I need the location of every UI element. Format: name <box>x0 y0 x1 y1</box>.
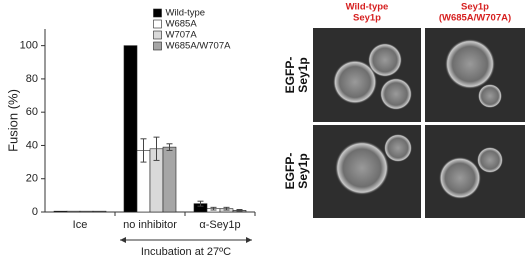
bar <box>66 210 81 213</box>
x-tick-label: Ice <box>73 219 88 231</box>
legend-label: W707A <box>166 30 198 41</box>
legend-label: W685A <box>166 19 198 30</box>
bar-chart: 0 20 40 60 80 100 Fusion (%) Ice no inhibitor α-S… <box>5 8 256 258</box>
cell <box>478 84 502 108</box>
y-tick-label: 80 <box>26 73 38 85</box>
column-label: Sey1p <box>353 13 381 24</box>
y-tick-label: 20 <box>26 173 38 185</box>
x-tick-label: α-Sey1p <box>199 219 240 231</box>
cell <box>333 60 377 104</box>
cell <box>439 157 481 199</box>
bar <box>79 210 94 213</box>
y-tick-label: 40 <box>26 139 38 151</box>
bar <box>92 210 107 213</box>
legend-swatch <box>153 41 162 51</box>
bar <box>53 210 68 213</box>
cell <box>477 147 503 173</box>
y-tick-label: 0 <box>32 206 38 218</box>
legend-swatch <box>153 30 162 40</box>
cell <box>335 141 389 195</box>
cell <box>368 43 402 77</box>
row-label: Sey1p <box>296 153 310 188</box>
cell <box>384 134 412 162</box>
bar <box>123 45 138 213</box>
legend-swatch <box>153 8 162 18</box>
arrow-head <box>246 237 252 243</box>
legend-swatch <box>153 19 162 29</box>
y-tick-label: 100 <box>20 40 38 52</box>
legend-label: Wild-type <box>166 8 206 19</box>
cell <box>445 39 495 89</box>
x-tick-label: no inhibitor <box>123 219 177 231</box>
column-label: Wild-type <box>346 2 389 13</box>
annotation: Incubation at 27ºC <box>141 246 231 258</box>
y-tick-label: 60 <box>26 106 38 118</box>
row-label: EGFP- <box>283 153 297 190</box>
y-axis-label: Fusion (%) <box>5 89 20 152</box>
arrow-head <box>120 237 126 243</box>
column-label: Sey1p <box>461 2 489 13</box>
row-label: EGFP- <box>283 57 297 94</box>
column-label: (W685A/W707A) <box>439 13 511 24</box>
bar <box>162 146 177 213</box>
legend-label: W685A/W707A <box>166 41 232 52</box>
cell <box>380 78 412 110</box>
row-label: Sey1p <box>296 57 310 92</box>
